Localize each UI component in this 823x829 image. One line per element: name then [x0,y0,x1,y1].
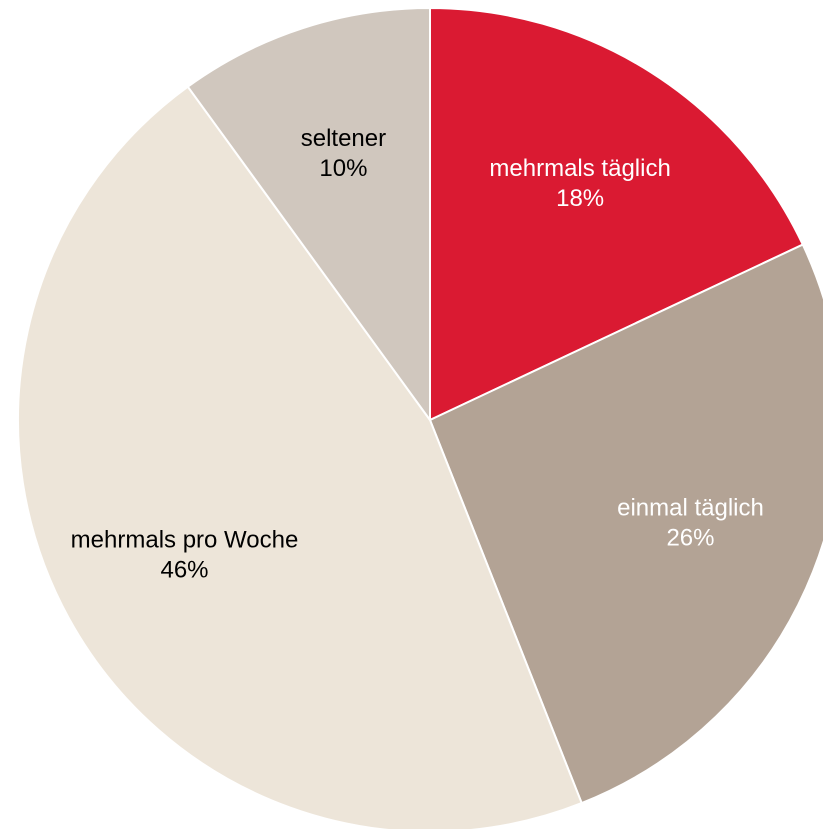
slice-value-label: 26% [666,524,714,551]
pie-slice [429,6,805,422]
pie-slice [428,243,823,805]
slice-label: einmal täglich [617,494,764,521]
pie-slice [186,6,431,424]
slice-label: seltener [301,125,386,152]
slice-label: mehrmals täglich [489,155,670,182]
slice-value-label: 46% [160,556,208,583]
slice-label: mehrmals pro Woche [71,526,299,553]
slice-value-label: 10% [319,155,367,182]
slice-value-label: 18% [556,185,604,212]
pie-slice [17,85,583,829]
